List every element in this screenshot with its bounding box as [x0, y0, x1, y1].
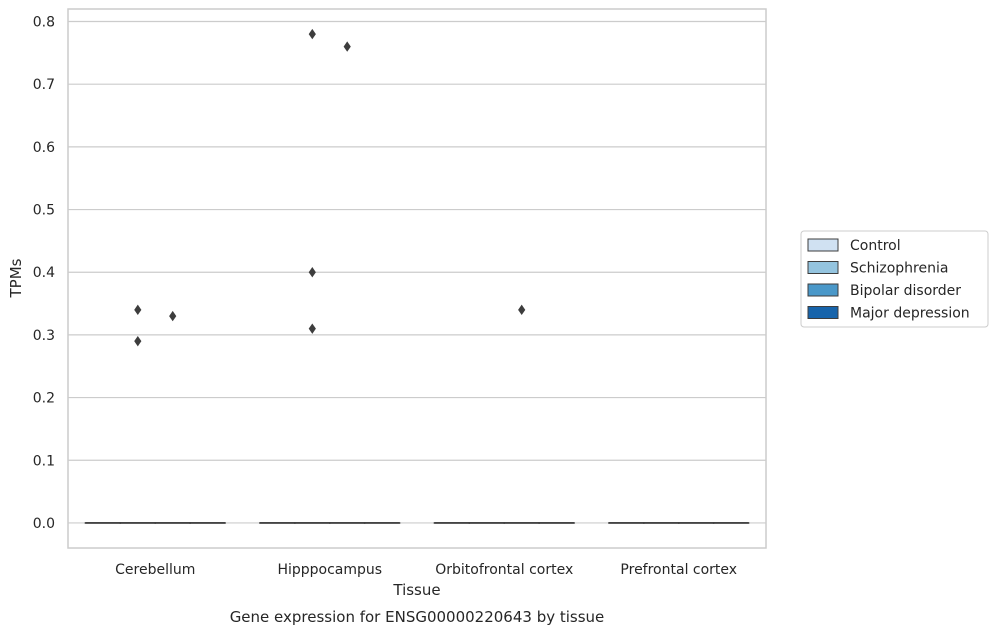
legend-frame [800, 230, 989, 328]
gridlines [68, 20, 766, 524]
outlier-point [134, 335, 142, 347]
outlier-point [169, 310, 177, 322]
outlier-point [308, 323, 316, 334]
legend: Control Schizophrenia Bipolar disorder Majo… [800, 230, 989, 328]
legend-swatch [807, 283, 839, 297]
outliers [134, 28, 526, 347]
outlier-point [343, 41, 351, 52]
x-tick-labels: Cerebellum Hipppocampus Orbitofrontal cort… [115, 562, 737, 578]
legend-label: Bipolar disorder [850, 283, 961, 299]
outlier-point [308, 28, 316, 40]
outlier-point [308, 267, 316, 278]
x-tick-label: Prefrontal cortex [620, 562, 737, 578]
y-tick-labels: 0.0 0.1 0.2 0.3 0.4 0.5 0.6 0.7 0.8 [33, 15, 55, 532]
legend-label: Control [850, 238, 901, 254]
y-tick-label: 0.2 [33, 391, 55, 407]
y-tick-label: 0.6 [33, 140, 55, 156]
y-axis-label: TPMs [7, 258, 25, 298]
y-tick-label: 0.7 [33, 77, 55, 93]
legend-swatch [807, 261, 839, 274]
y-tick-label: 0.0 [33, 516, 55, 532]
y-tick-label: 0.5 [33, 203, 55, 219]
legend-swatch [807, 238, 839, 252]
outlier-point [134, 304, 142, 316]
x-tick-label: Orbitofrontal cortex [435, 562, 573, 578]
legend-swatch [807, 306, 839, 319]
x-tick-label: Cerebellum [115, 562, 195, 578]
legend-label: Major depression [850, 306, 970, 322]
x-axis-label: Tissue [392, 581, 440, 599]
x-tick-label: Hipppocampus [277, 562, 382, 578]
y-tick-label: 0.1 [33, 453, 55, 469]
y-tick-label: 0.8 [33, 15, 55, 31]
y-tick-label: 0.3 [33, 328, 55, 344]
plot-frame [67, 8, 767, 549]
outlier-point [518, 304, 526, 316]
chart-caption: Gene expression for ENSG00000220643 by t… [230, 608, 605, 626]
legend-label: Schizophrenia [850, 261, 948, 277]
y-tick-label: 0.4 [33, 265, 55, 281]
